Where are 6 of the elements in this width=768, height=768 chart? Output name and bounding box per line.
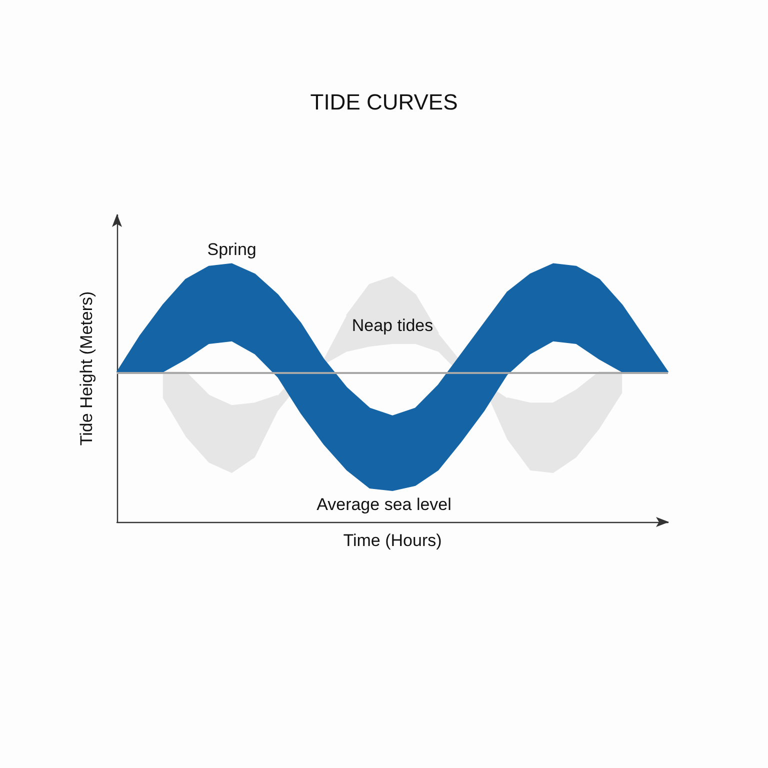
series-label: Neap tides <box>352 316 434 335</box>
series-label: Spring <box>207 240 256 260</box>
annotation: Average sea level <box>316 495 452 514</box>
chart-title: TIDE CURVES <box>310 90 458 114</box>
x-axis-title: Time (Hours) <box>343 531 442 550</box>
y-axis-title: Tide Height (Meters) <box>77 291 96 446</box>
